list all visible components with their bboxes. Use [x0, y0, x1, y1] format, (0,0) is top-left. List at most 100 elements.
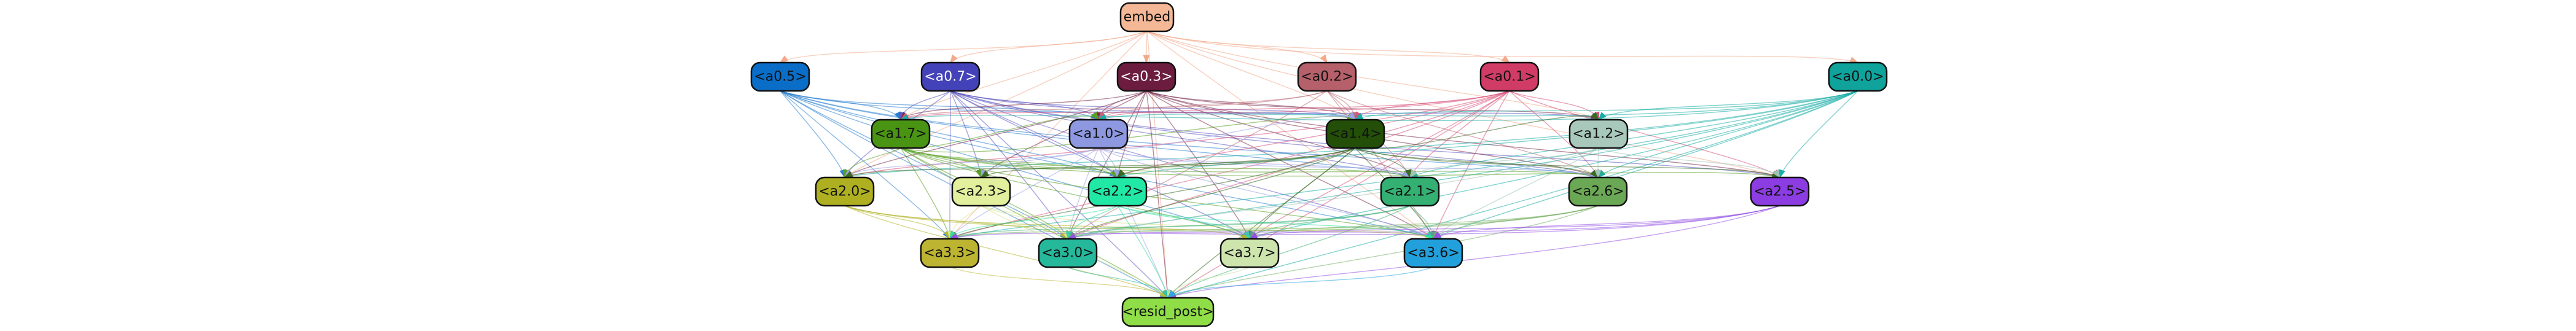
node-box — [951, 176, 1011, 207]
edge-a05-to-a21 — [780, 90, 1411, 178]
node-label: <a1.2> — [1572, 127, 1624, 142]
edge-a02-to-a17 — [899, 90, 1328, 120]
node-box — [1219, 238, 1280, 268]
node-a26: <a2.6> — [1568, 176, 1628, 207]
node-a33: <a3.3> — [920, 238, 980, 268]
edge-a01-to-resid — [1167, 90, 1510, 298]
node-box — [1568, 176, 1628, 207]
edge-a01-to-a36 — [1432, 90, 1510, 240]
edge-a07-to-a23 — [950, 90, 984, 179]
edge-a05-to-a20 — [780, 90, 847, 179]
edge-a07-to-a26 — [950, 90, 1599, 178]
edge-a33-to-resid — [949, 267, 1169, 299]
edge-a10-to-a14 — [1098, 112, 1356, 150]
edge-a03-to-a12 — [1146, 90, 1600, 120]
node-label: <a3.7> — [1223, 246, 1275, 261]
node-embed: embed — [1119, 2, 1175, 33]
node-box — [1087, 176, 1148, 207]
edge-a00-to-a33 — [949, 90, 1858, 240]
edge-a00-to-a26 — [1597, 90, 1858, 178]
node-a22: <a2.2> — [1087, 176, 1148, 207]
node-box — [750, 61, 810, 92]
node-a02: <a0.2> — [1297, 61, 1357, 92]
node-label: <a0.0> — [1831, 69, 1884, 85]
node-box — [1479, 61, 1540, 92]
edge-a12-to-a25 — [1598, 147, 1780, 179]
node-a37: <a3.7> — [1219, 238, 1280, 268]
node-a07: <a0.7> — [920, 61, 981, 92]
edge-a01-to-a25 — [1509, 90, 1781, 178]
edge-a10-to-a33 — [949, 147, 1099, 240]
node-box — [1121, 297, 1215, 327]
node-label: <a2.6> — [1572, 184, 1624, 200]
node-box — [1750, 176, 1810, 207]
edge-a03-to-a25 — [1146, 90, 1781, 178]
node-label: <a1.4> — [1329, 127, 1381, 142]
edge-a01-to-a20 — [844, 90, 1510, 178]
node-label: <a3.0> — [1041, 246, 1094, 261]
edge-a14-to-a25 — [1355, 147, 1781, 178]
node-a23: <a2.3> — [951, 176, 1011, 207]
edge-a00-to-a10 — [1097, 90, 1858, 121]
edge-a03-to-a20 — [844, 90, 1147, 178]
edge-a07-to-a21 — [950, 90, 1411, 178]
edge-a02-to-a26 — [1326, 90, 1599, 178]
edge-a14-to-a12 — [1355, 111, 1599, 150]
edge-a10-to-a20 — [844, 147, 1099, 179]
node-a36: <a3.6> — [1403, 238, 1463, 268]
edge-a22-to-a37 — [1117, 205, 1250, 240]
node-a00: <a0.0> — [1828, 61, 1888, 92]
edge-a10-to-a26 — [1098, 147, 1599, 178]
edge-a01-to-a14 — [1355, 90, 1510, 121]
nodes-layer: embed <a0.5> <a0.7> <a0.3> <a0.2> <a0.1> <a0.0… — [750, 2, 1888, 327]
node-a30: <a3.0> — [1038, 238, 1098, 268]
edge-a05-to-a33 — [780, 90, 950, 240]
edge-a23-to-a36 — [981, 205, 1435, 239]
edge-a26-to-a36 — [1433, 205, 1599, 240]
edge-a22-to-a33 — [949, 205, 1118, 240]
edge-embed-to-a25 — [1146, 31, 1781, 178]
node-label: <a2.0> — [818, 184, 871, 200]
node-label: <a3.6> — [1407, 246, 1459, 261]
node-box — [1568, 119, 1629, 149]
node-label: <a0.1> — [1483, 69, 1535, 85]
node-box — [1828, 61, 1888, 92]
node-box — [1068, 119, 1129, 149]
node-a05: <a0.5> — [750, 61, 810, 92]
edge-a03-to-resid — [1146, 90, 1171, 299]
node-box — [1325, 119, 1385, 149]
edge-a00-to-resid — [1167, 90, 1858, 298]
edge-embed-to-a05 — [779, 31, 1148, 63]
node-a01: <a0.1> — [1479, 61, 1540, 92]
edge-embed-to-a17 — [900, 31, 1148, 121]
edge-a00-to-a25 — [1779, 90, 1858, 179]
node-box — [1119, 2, 1175, 33]
edge-a26-to-resid — [1167, 205, 1599, 298]
edge-a00-to-a37 — [1248, 90, 1858, 239]
edge-embed-to-a03 — [1143, 31, 1150, 64]
edge-a01-to-a30 — [1067, 90, 1510, 239]
node-box — [1380, 176, 1440, 207]
edge-a20-to-resid — [844, 205, 1169, 298]
edge-a25-to-a33 — [949, 205, 1780, 240]
node-box — [1297, 61, 1357, 92]
edge-a10-to-a22 — [1098, 147, 1121, 179]
node-box — [920, 61, 981, 92]
edge-a12-to-a36 — [1433, 147, 1599, 240]
edge-a21-to-a37 — [1249, 205, 1411, 240]
node-label: <a0.5> — [754, 69, 806, 85]
node-label: <a0.3> — [1120, 69, 1172, 85]
edge-a12-to-a26 — [1594, 147, 1602, 179]
edge-embed-to-a01 — [1146, 31, 1511, 63]
node-a10: <a1.0> — [1068, 119, 1129, 149]
node-box — [1038, 238, 1098, 268]
node-label: embed — [1124, 10, 1170, 25]
node-box — [920, 238, 980, 268]
edge-a01-to-a26 — [1509, 90, 1599, 179]
edge-embed-to-a20 — [844, 31, 1148, 178]
edge-a25-to-a37 — [1248, 205, 1780, 239]
node-box — [815, 176, 875, 207]
edge-a14-to-a21 — [1355, 147, 1412, 179]
edge-a00-to-a14 — [1354, 90, 1858, 120]
